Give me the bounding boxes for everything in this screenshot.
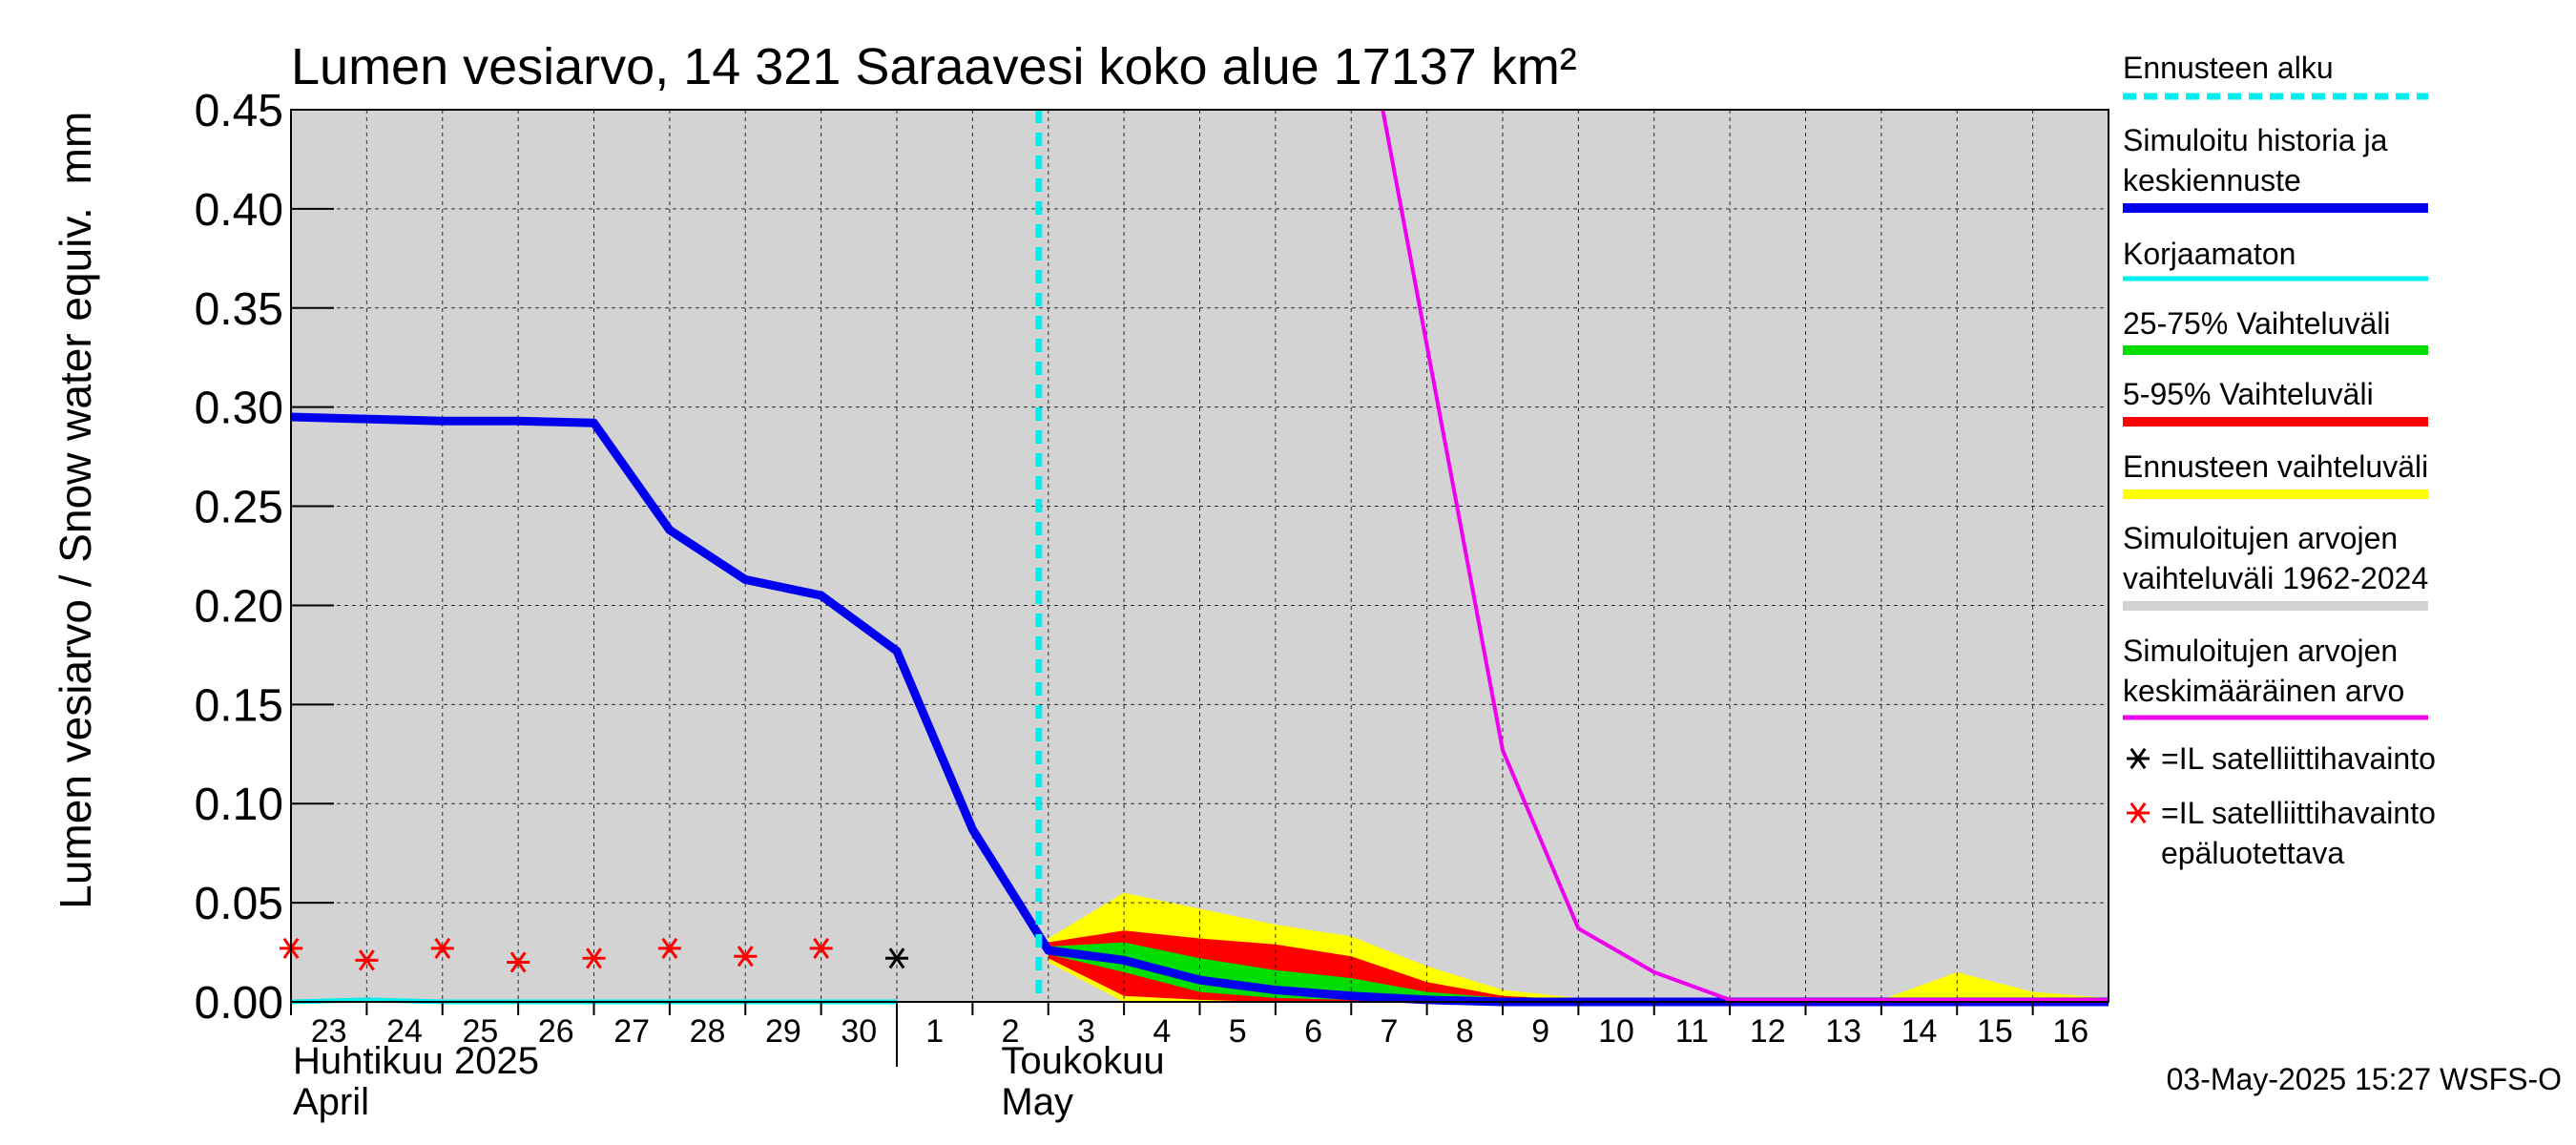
legend-label: Ennusteen alku [2123,51,2334,85]
x-tick-label: 11 [1675,1013,1709,1050]
y-tick-label: 0.00 [195,978,283,1029]
legend-label: vaihteluväli 1962-2024 [2123,561,2428,595]
x-tick-label: 27 [613,1013,650,1050]
x-tick-label: 7 [1380,1013,1398,1050]
satellite-obs-unreliable-marker [734,946,758,968]
month-label-en: April [293,1081,369,1123]
mean-simulated-line [1381,109,2109,1002]
legend-label: Korjaamaton [2123,237,2296,271]
satellite-obs-marker [885,947,908,969]
x-tick-label: 10 [1598,1013,1634,1050]
x-tick-label: 3 [1077,1013,1095,1050]
x-tick-label: 9 [1531,1013,1549,1050]
y-axis: 0.00 0.05 0.10 0.15 0.20 0.25 0.30 0.35 0.40 0.45 [195,86,334,1029]
timestamp: 03-May-2025 15:27 WSFS-O [2167,1062,2562,1096]
satellite-obs-unreliable-marker [809,937,833,959]
x-tick-label: 23 [311,1013,347,1050]
band-00dd00 [1048,942,2109,1002]
legend: Ennusteen alku Simuloitu historia ja keski… [2123,51,2436,870]
y-tick-label: 0.20 [195,581,283,632]
y-tick-label: 0.40 [195,185,283,236]
x-tick-label: 1 [925,1013,944,1050]
x-tick-label: 5 [1229,1013,1247,1050]
x-tick-label: 15 [1977,1013,2013,1050]
satellite-markers [280,937,908,973]
x-tick-label: 6 [1304,1013,1322,1050]
x-tick-label: 14 [1901,1013,1938,1050]
chart-title: Lumen vesiarvo, 14 321 Saraavesi koko al… [291,38,1577,95]
legend-label: epäluotettava [2161,836,2344,870]
y-tick-label: 0.05 [195,879,283,929]
x-tick-label: 4 [1153,1013,1171,1050]
x-tick-label: 30 [841,1013,877,1050]
satellite-obs-unreliable-marker [355,949,379,971]
legend-label: =IL satelliittihavainto [2161,796,2436,830]
simulated-history-line [290,412,2109,1007]
legend-label: Simuloitu historia ja [2123,123,2388,157]
satellite-obs-unreliable-marker [430,937,454,959]
legend-swatch-star [2127,747,2150,770]
legend-label: =IL satelliittihavainto [2161,741,2436,776]
x-tick-label: 28 [690,1013,726,1050]
y-axis-label: Lumen vesiarvo / Snow water equiv. [51,207,100,909]
legend-label: Simuloitujen arvojen [2123,634,2398,668]
y-axis-unit: mm [51,112,100,185]
y-tick-label: 0.30 [195,384,283,434]
legend-label: Ennusteen vaihteluväli [2123,449,2428,484]
legend-label: 5-95% Vaihteluväli [2123,377,2374,411]
x-tick-label: 2 [1002,1013,1020,1050]
y-tick-label: 0.10 [195,780,283,830]
x-tick-label: 8 [1456,1013,1474,1050]
x-tick-label: 24 [386,1013,423,1050]
x-tick-label: 25 [463,1013,499,1050]
y-tick-label: 0.15 [195,680,283,731]
y-tick-label: 0.25 [195,483,283,533]
x-tick-label: 12 [1750,1013,1786,1050]
month-label: Huhtikuu 2025 [293,1040,539,1082]
legend-label: keskimääräinen arvo [2123,674,2404,708]
grid-lines [291,110,2109,1002]
x-tick-label: 29 [765,1013,801,1050]
legend-label: Simuloitujen arvojen [2123,521,2398,555]
y-tick-label: 0.45 [195,86,283,136]
month-label: Toukokuu [1001,1040,1164,1082]
x-tick-label: 16 [2052,1013,2088,1050]
legend-swatch-star [2127,802,2150,824]
satellite-obs-unreliable-marker [507,951,530,973]
satellite-obs-unreliable-marker [582,947,606,969]
x-tick-label: 13 [1825,1013,1861,1050]
y-tick-label: 0.35 [195,284,283,335]
series-lines [290,109,2109,1007]
month-label-en: May [1001,1081,1073,1123]
legend-label: keskiennuste [2123,163,2301,198]
satellite-obs-unreliable-marker [657,937,681,959]
x-tick-label: 26 [538,1013,574,1050]
x-axis: 23 24 25 26 27 28 29 30 1 2 3 4 5 6 7 8 9 10 11 12 13 14 15 16H… [290,1002,2088,1123]
legend-label: 25-75% Vaihteluväli [2123,306,2390,341]
